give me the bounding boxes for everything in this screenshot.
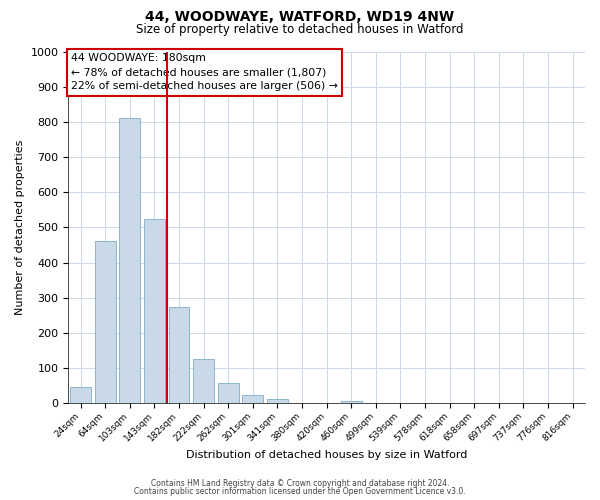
Text: Contains public sector information licensed under the Open Government Licence v3: Contains public sector information licen… [134,487,466,496]
Bar [267,399,288,404]
Bar [218,384,239,404]
Text: 44 WOODWAYE: 180sqm
← 78% of detached houses are smaller (1,807)
22% of semi-det: 44 WOODWAYE: 180sqm ← 78% of detached ho… [71,54,338,92]
Bar [95,242,116,404]
Bar [169,306,190,404]
X-axis label: Distribution of detached houses by size in Watford: Distribution of detached houses by size … [186,450,467,460]
Bar [70,387,91,404]
Y-axis label: Number of detached properties: Number of detached properties [15,140,25,315]
Text: Size of property relative to detached houses in Watford: Size of property relative to detached ho… [136,22,464,36]
Bar [341,401,362,404]
Text: Contains HM Land Registry data © Crown copyright and database right 2024.: Contains HM Land Registry data © Crown c… [151,478,449,488]
Bar [144,218,165,404]
Bar [119,118,140,404]
Bar [242,394,263,404]
Bar [193,360,214,404]
Text: 44, WOODWAYE, WATFORD, WD19 4NW: 44, WOODWAYE, WATFORD, WD19 4NW [145,10,455,24]
